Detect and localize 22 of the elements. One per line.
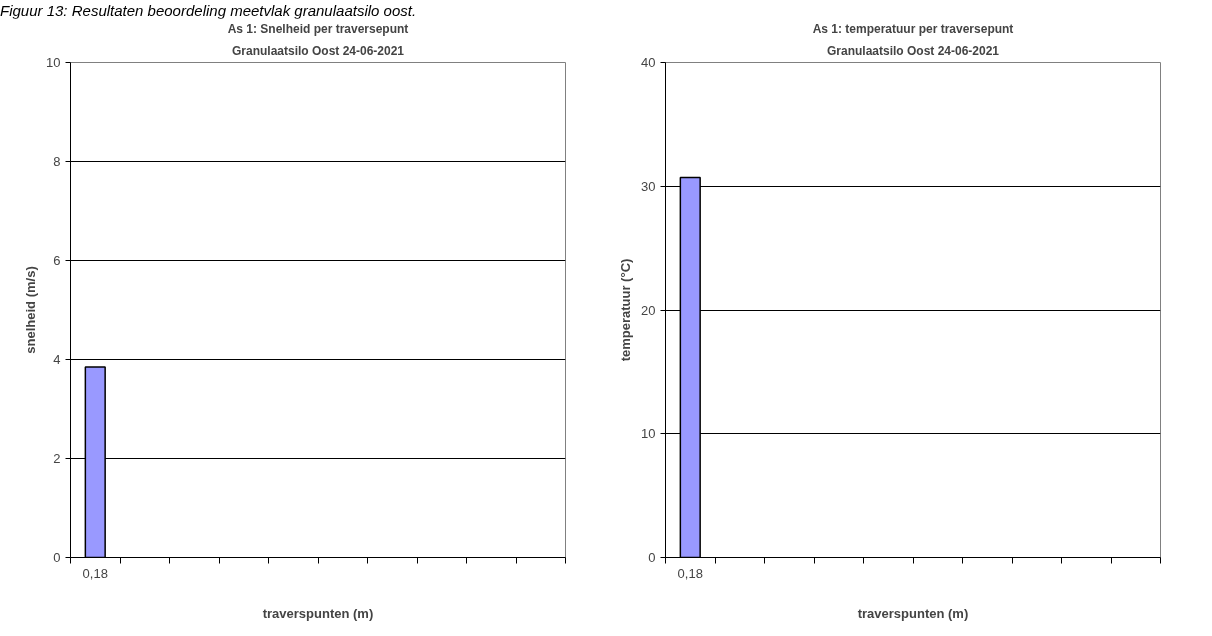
x-axis-title: traverspunten (m) <box>262 605 374 621</box>
text: Figuur 13: Resultaten beoordeling meetvlak granulaatsilo oost. <box>0 1 417 21</box>
y-axis-title: temperatuur (°C) <box>618 258 634 362</box>
chart-subtitle: Granulaatsilo Oost 24-06-2021 <box>231 43 405 58</box>
y-tick-label: 2 <box>53 451 61 466</box>
y-axis-title: snelheid (m/s) <box>23 266 39 354</box>
y-tick-label: 0 <box>53 550 61 565</box>
y-tick-label: 4 <box>53 352 61 367</box>
x-tick-label: 0,18 <box>677 565 703 581</box>
y-tick-label: 10 <box>641 426 656 442</box>
chart-title: As 1: temperatuur per traversepunt <box>812 21 1014 36</box>
x-axis-title: traverspunten (m) <box>857 605 969 621</box>
y-tick-label: 8 <box>53 154 61 169</box>
y-tick-label: 40 <box>641 55 656 70</box>
y-tick-label: 30 <box>641 178 656 194</box>
y-tick-label: 10 <box>46 55 61 70</box>
chart-title: As 1: Snelheid per traversepunt <box>227 21 409 36</box>
y-tick-label: 0 <box>648 550 656 565</box>
y-tick-label: 6 <box>53 253 61 268</box>
chart-subtitle: Granulaatsilo Oost 24-06-2021 <box>826 43 1000 58</box>
y-tick-label: 20 <box>641 302 656 318</box>
x-tick-label: 0,18 <box>82 565 108 581</box>
